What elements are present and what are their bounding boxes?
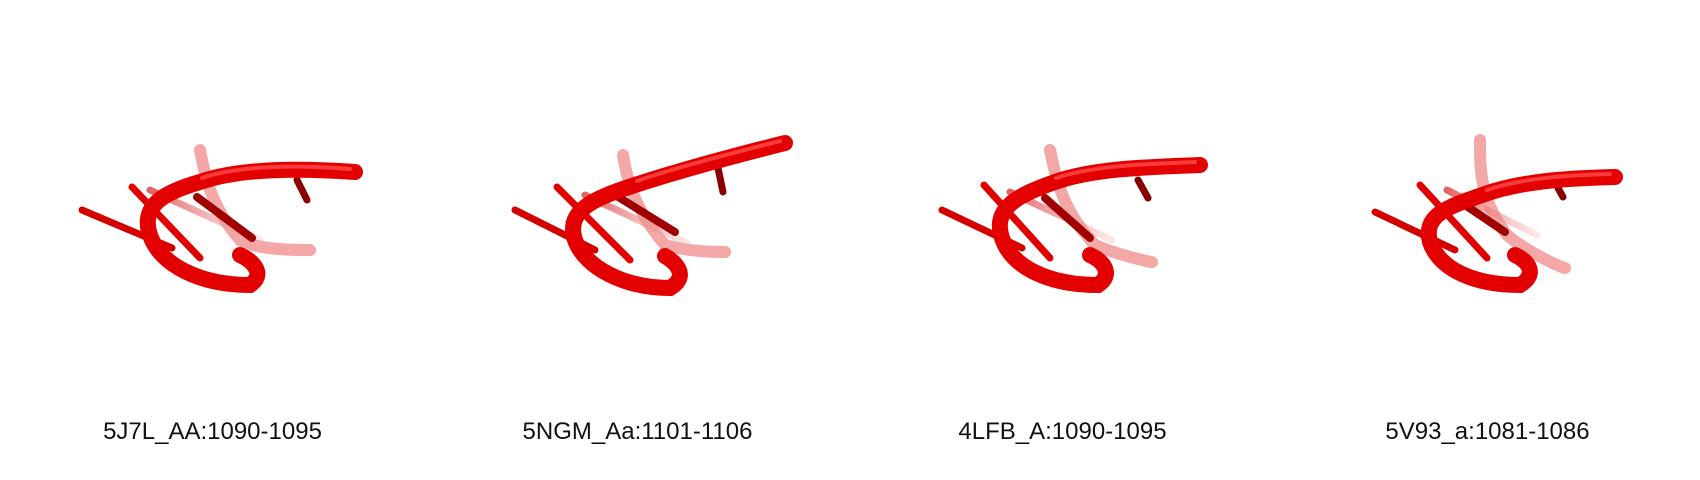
structure-label: 5NGM_Aa:1101-1106 bbox=[522, 418, 753, 445]
rna-structure-render bbox=[511, 135, 793, 297]
structure-panel-1: 5J7L_AA:1090-1095 bbox=[0, 0, 425, 480]
structure-panel-4: 5V93_a:1081-1086 bbox=[1275, 0, 1700, 480]
structure-panel-2: 5NGM_Aa:1101-1106 bbox=[425, 0, 850, 480]
rna-structure-render bbox=[1371, 134, 1623, 294]
structure-label: 5V93_a:1081-1086 bbox=[1385, 418, 1590, 445]
rna-structure-render bbox=[78, 144, 363, 294]
structure-label: 4LFB_A:1090-1095 bbox=[958, 418, 1167, 445]
structure-label: 5J7L_AA:1090-1095 bbox=[103, 418, 322, 445]
rna-structure-render bbox=[938, 144, 1208, 294]
structure-panel-3: 4LFB_A:1090-1095 bbox=[850, 0, 1275, 480]
